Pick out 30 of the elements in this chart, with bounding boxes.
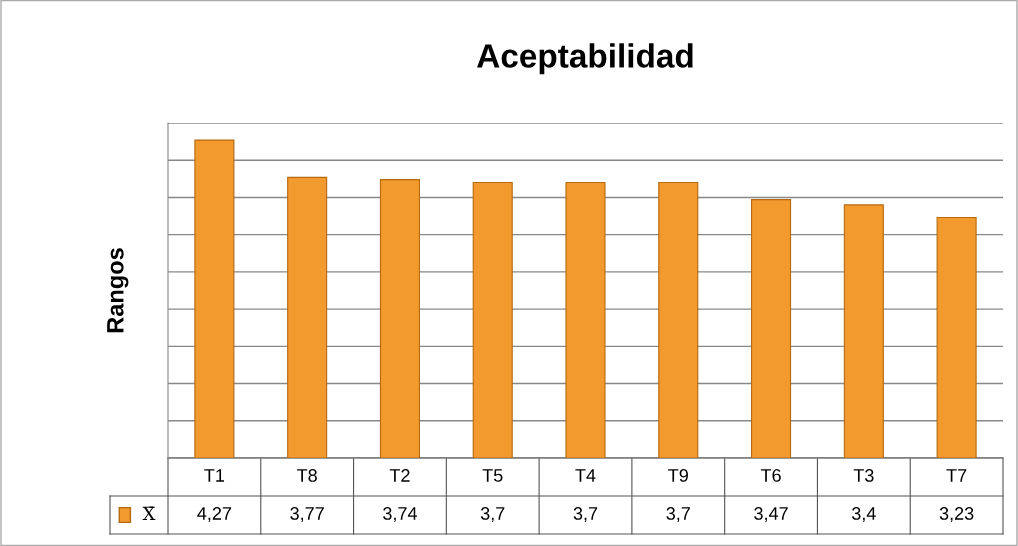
bar bbox=[194, 139, 235, 458]
x-tick-label: T6 bbox=[760, 469, 781, 482]
data-label: 3,23 bbox=[939, 507, 974, 522]
chart-title: Aceptabilidad bbox=[477, 43, 693, 75]
x-tick-label: T5 bbox=[482, 469, 503, 482]
bar bbox=[843, 204, 884, 458]
bar bbox=[287, 176, 328, 458]
data-label: 3,74 bbox=[383, 507, 417, 522]
x-tick-label: T8 bbox=[297, 469, 317, 482]
x-tick-label: T1 bbox=[204, 469, 225, 482]
data-label: 3,7 bbox=[666, 507, 690, 522]
bar bbox=[565, 182, 606, 458]
data-label: 3,4 bbox=[851, 507, 876, 522]
data-label: 4,27 bbox=[197, 507, 232, 522]
data-label: 3,7 bbox=[480, 507, 505, 522]
bar bbox=[472, 182, 513, 458]
legend-label: X̄ bbox=[142, 506, 156, 520]
bar bbox=[658, 182, 699, 458]
data-label: 3,77 bbox=[290, 507, 324, 522]
x-tick-label: T4 bbox=[575, 469, 596, 482]
data-label: 3,47 bbox=[754, 507, 788, 522]
x-tick-label: T3 bbox=[853, 469, 874, 482]
bar bbox=[751, 199, 792, 458]
bar bbox=[379, 179, 420, 458]
x-tick-label: T2 bbox=[389, 469, 410, 482]
data-label: 3,7 bbox=[573, 507, 598, 522]
y-axis-title: Rangos bbox=[107, 248, 129, 333]
bar bbox=[936, 216, 977, 458]
x-tick-label: T7 bbox=[946, 469, 967, 482]
x-tick-label: T9 bbox=[668, 469, 688, 482]
